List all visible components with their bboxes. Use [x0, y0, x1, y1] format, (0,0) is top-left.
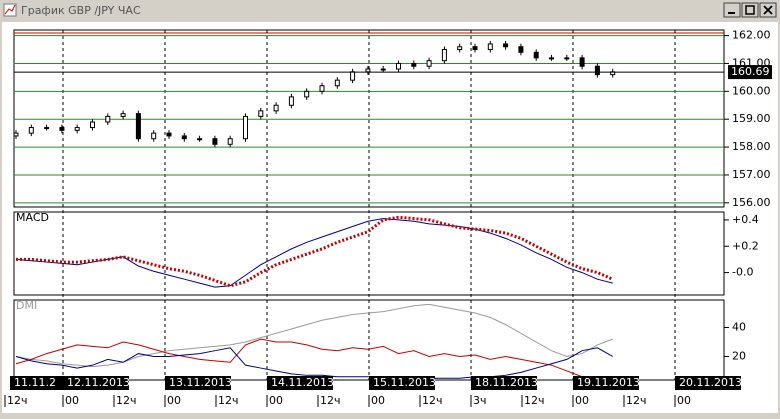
plus-di-line — [15, 338, 613, 382]
candle — [135, 113, 141, 140]
candle — [197, 138, 203, 141]
y-tick-label: 159.00 — [732, 112, 771, 125]
y-tick-label: 40 — [732, 321, 746, 334]
candle — [472, 46, 478, 51]
y-tick-label: 156.00 — [732, 196, 771, 209]
time-label: 12ч — [524, 394, 545, 407]
date-box — [675, 376, 741, 390]
dmi-label: DMI — [16, 299, 37, 312]
candle — [181, 135, 187, 140]
y-tick-label: 157.00 — [732, 168, 771, 181]
candle — [487, 43, 493, 51]
date-box — [267, 376, 333, 390]
minimize-button[interactable] — [723, 2, 741, 18]
candle — [396, 62, 401, 70]
date-label: 14.11.2013 — [271, 376, 334, 389]
close-button[interactable] — [759, 2, 777, 18]
macd-label: MACD — [16, 211, 49, 224]
time-label: 12ч — [7, 394, 28, 407]
candle — [518, 46, 524, 53]
window-title: График GBP /JPY ЧАС — [21, 4, 141, 17]
date-label: 18.11.2013 — [475, 376, 538, 389]
date-box — [10, 376, 76, 390]
candle — [350, 71, 356, 81]
y-tick-label: 20 — [732, 349, 746, 362]
candle — [212, 138, 218, 145]
candle — [105, 115, 111, 123]
time-label: 00 — [65, 394, 79, 407]
current-price-label: 160.69 — [731, 65, 770, 78]
candle — [457, 46, 463, 51]
y-tick-label: -0.0 — [732, 266, 753, 279]
candle — [120, 113, 126, 117]
candle — [273, 104, 279, 112]
date-label: 15.11.2013 — [373, 376, 436, 389]
candle — [243, 115, 248, 140]
candle — [304, 90, 310, 98]
date-label: 12.11.2013 — [67, 376, 130, 389]
candle — [44, 127, 50, 130]
date-box — [369, 376, 435, 390]
date-box — [165, 376, 231, 390]
candle — [365, 68, 371, 73]
candle — [503, 43, 509, 48]
candle — [258, 110, 264, 117]
time-label: 00 — [677, 394, 691, 407]
candle — [426, 60, 432, 67]
time-label: 00 — [371, 394, 385, 407]
y-tick-label: 158.00 — [732, 140, 771, 153]
candle — [549, 57, 554, 60]
current-price-box — [728, 65, 772, 80]
date-label: 19.11.2013 — [577, 376, 640, 389]
time-label: 12ч — [116, 394, 137, 407]
candle — [334, 79, 340, 87]
date-box — [63, 376, 129, 390]
window-icon-line — [4, 4, 16, 15]
candle — [594, 65, 600, 76]
candle — [74, 127, 80, 131]
macd-line — [15, 218, 613, 288]
y-tick-label: 162.00 — [732, 29, 771, 42]
candle — [319, 85, 325, 92]
date-label: 20.11.2013 — [679, 376, 742, 389]
candle — [288, 96, 294, 106]
time-label: 00 — [167, 394, 181, 407]
candle — [28, 127, 34, 134]
title-bar — [0, 0, 780, 22]
y-tick-label: +0.4 — [732, 213, 759, 226]
signal-line — [16, 215, 614, 288]
minus-di-line — [15, 347, 613, 379]
candle — [227, 138, 233, 145]
date-label: 13.11.2013 — [169, 376, 232, 389]
candle — [441, 49, 447, 62]
date-box — [471, 376, 537, 390]
candle — [411, 62, 417, 67]
candle — [380, 68, 386, 71]
candle — [13, 132, 19, 137]
candle — [90, 121, 95, 129]
maximize-button[interactable] — [741, 2, 759, 18]
candle — [166, 132, 172, 137]
candle — [579, 57, 585, 67]
candle — [151, 132, 157, 140]
y-tick-label: +0.2 — [732, 239, 759, 252]
candle — [533, 51, 539, 59]
candle — [564, 57, 570, 60]
time-label: 3ч — [473, 394, 487, 407]
candle — [59, 127, 65, 131]
time-label: 00 — [575, 394, 589, 407]
y-tick-label: 160.00 — [732, 84, 771, 97]
adx-line — [15, 303, 613, 368]
date-label: 11.11.2 — [14, 376, 56, 389]
time-label: 12ч — [320, 394, 341, 407]
time-label: 12ч — [218, 394, 239, 407]
time-label: 12ч — [422, 394, 443, 407]
time-label: 12ч — [626, 394, 647, 407]
date-box — [573, 376, 639, 390]
time-label: 00 — [269, 394, 283, 407]
